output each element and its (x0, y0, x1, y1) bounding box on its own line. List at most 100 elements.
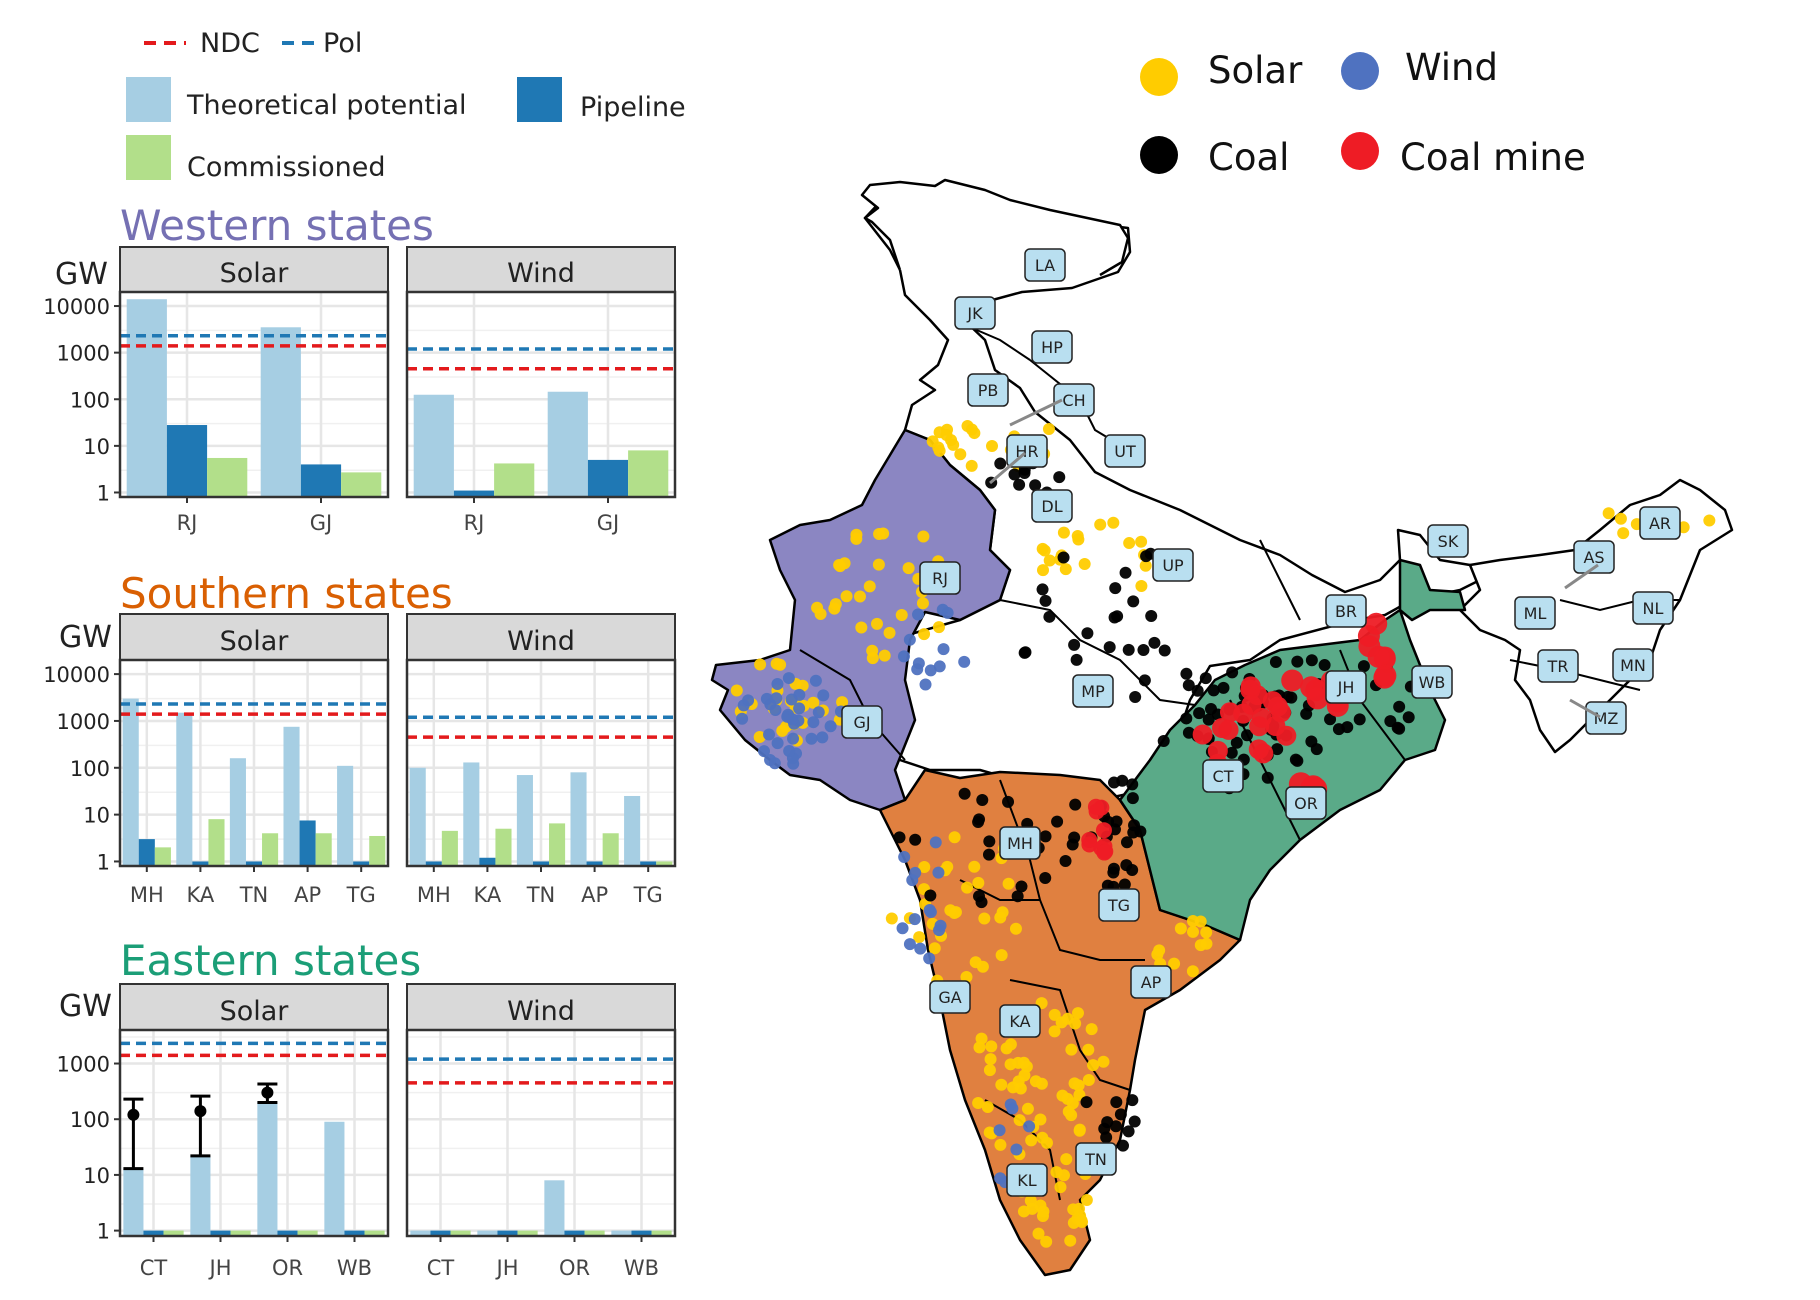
coal-point (1036, 583, 1049, 596)
coal-point (893, 831, 906, 844)
wind-point (898, 851, 911, 864)
state-label-text: MP (1081, 682, 1105, 701)
y-tick-label: 1000 (57, 342, 110, 366)
bar-pipeline-ap (586, 861, 603, 866)
bar-pipeline-ct (430, 1230, 451, 1236)
solar-point (1043, 554, 1056, 567)
panel-background (407, 1030, 675, 1236)
x-tick-label-ct: CT (427, 1256, 455, 1280)
state-label-box (1072, 674, 1114, 708)
state-label-jh: JH (1325, 670, 1367, 704)
solar-point (983, 1064, 996, 1077)
panel-southern-wind: Wind MH KA TN AP TG (405, 613, 677, 907)
state-label-text: WB (1419, 673, 1446, 692)
bar-theoretical-potential-tn (516, 775, 533, 866)
state-label-text: KA (1009, 1012, 1030, 1031)
coal-point (1180, 667, 1193, 680)
bar-commissioned-ct (163, 1230, 184, 1236)
wind-point (760, 692, 773, 705)
coal-point (1110, 815, 1123, 828)
state-label-ap: AP (1130, 965, 1172, 999)
solar-point (994, 1138, 1007, 1151)
solar-point (1200, 926, 1213, 939)
state-label-box (929, 980, 971, 1014)
coal-point (1122, 643, 1135, 656)
solar-point (968, 860, 981, 873)
bar-pipeline-tn (532, 861, 550, 866)
solar-point (940, 428, 953, 441)
coal-point (1122, 1125, 1135, 1138)
state-label-hp: HP (1031, 330, 1073, 364)
y-tick-label: 100 (70, 1108, 110, 1132)
coal-point (1402, 711, 1415, 724)
coal-mine-point (1270, 702, 1291, 723)
coal-legend-label: Coal (1208, 136, 1289, 179)
state-label-box (1098, 888, 1140, 922)
wind-legend-label: Wind (1405, 46, 1498, 89)
state-label-box (1130, 965, 1172, 999)
solar-point (1004, 1038, 1017, 1051)
bar-commissioned-rj (207, 457, 248, 497)
solar-point (833, 558, 846, 571)
panel-southern-solar: Solar 1 10 100 1000 10000 MH KA TN AP TG (43, 613, 390, 907)
solar-point (981, 1100, 994, 1113)
solar-point (863, 580, 876, 593)
wind-point (812, 706, 825, 719)
solar-point (1059, 563, 1072, 576)
coal-point (1070, 653, 1083, 666)
solar-point (918, 628, 931, 641)
x-tick-label-tg: TG (346, 883, 376, 907)
state-label-text: AP (1141, 973, 1162, 992)
bar-commissioned-tn (262, 833, 279, 866)
x-tick-label-or: OR (272, 1256, 303, 1280)
state-label-ar: AR (1639, 506, 1681, 540)
x-tick-label-tg: TG (633, 883, 663, 907)
wind-point (807, 716, 820, 729)
coal-point (994, 457, 1007, 470)
solar-point (811, 601, 824, 614)
coal-mine-point (1253, 743, 1274, 764)
solar-point (1614, 512, 1627, 525)
coal-mine-point (1081, 832, 1098, 849)
map-sikkim-neck (1398, 558, 1467, 622)
coal-point (1051, 815, 1064, 828)
facet-title: Solar (220, 996, 290, 1027)
state-label-text: MZ (1594, 709, 1619, 728)
coal-point (1241, 729, 1254, 742)
coal-point (1018, 646, 1031, 659)
panel-eastern-wind: Wind CT JH OR WB (405, 983, 677, 1280)
wind-point (824, 720, 837, 733)
solar-point (985, 1040, 998, 1053)
theoretical-legend-key (126, 77, 171, 122)
solar-point (753, 730, 766, 743)
x-tick-label-jh: JH (208, 1256, 232, 1280)
state-label-box (919, 561, 961, 595)
coal-point (1114, 1108, 1127, 1121)
coal-point (1100, 1131, 1113, 1144)
x-tick-label-ka: KA (474, 883, 502, 907)
coal-point (958, 787, 971, 800)
coal-point (1120, 836, 1133, 849)
state-label-box (999, 1004, 1041, 1038)
solar-point (1078, 558, 1091, 571)
state-label-box (1612, 648, 1654, 682)
state-label-text: UT (1114, 442, 1136, 461)
error-point-ct (127, 1108, 140, 1121)
state-label-ka: KA (999, 1004, 1041, 1038)
coal-point (1120, 859, 1133, 872)
x-tick-label-wb: WB (624, 1256, 659, 1280)
coal-point (1291, 655, 1304, 668)
wind-point (993, 1124, 1006, 1137)
map-legend: Solar Wind Coal Coal mine (1140, 46, 1586, 179)
solar-point (960, 970, 973, 983)
pipeline-legend-key (517, 77, 562, 122)
state-label-box (1006, 1163, 1048, 1197)
solar-point (1036, 1209, 1049, 1222)
state-label-ut: UT (1104, 434, 1146, 468)
solar-point (1054, 1181, 1067, 1194)
state-label-text: DL (1041, 497, 1062, 516)
coal-point (1357, 660, 1370, 673)
bar-commissioned-tg (369, 835, 386, 866)
wind-point (793, 702, 806, 715)
